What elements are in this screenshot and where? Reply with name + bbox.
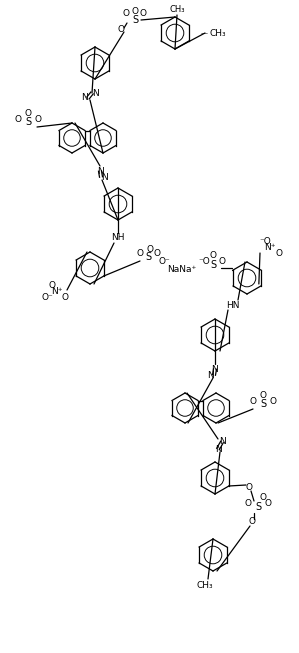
Text: O: O bbox=[260, 494, 266, 503]
Text: O: O bbox=[132, 7, 138, 16]
Text: N⁺: N⁺ bbox=[264, 244, 276, 253]
Text: NH: NH bbox=[111, 234, 125, 242]
Text: O: O bbox=[25, 110, 31, 118]
Text: NaNa⁺: NaNa⁺ bbox=[167, 266, 196, 274]
Text: N: N bbox=[81, 93, 88, 103]
Text: S: S bbox=[132, 15, 138, 25]
Text: O: O bbox=[245, 500, 251, 509]
Text: O⁻: O⁻ bbox=[41, 293, 53, 302]
Text: O: O bbox=[118, 25, 124, 35]
Text: O: O bbox=[248, 517, 256, 526]
Text: O: O bbox=[147, 244, 153, 253]
Text: O: O bbox=[275, 249, 283, 257]
Text: HN: HN bbox=[226, 300, 240, 310]
Text: O: O bbox=[219, 257, 225, 266]
Text: O: O bbox=[48, 281, 56, 289]
Text: N: N bbox=[215, 445, 221, 453]
Text: CH₃: CH₃ bbox=[169, 5, 185, 14]
Text: N: N bbox=[212, 364, 218, 374]
Text: O: O bbox=[269, 396, 277, 406]
Text: O⁻: O⁻ bbox=[158, 257, 170, 266]
Text: —: — bbox=[201, 30, 208, 36]
Text: O: O bbox=[265, 500, 271, 509]
Text: O: O bbox=[140, 10, 147, 18]
Text: ⁻O: ⁻O bbox=[259, 238, 271, 246]
Text: N⁺: N⁺ bbox=[51, 287, 63, 296]
Text: S: S bbox=[255, 502, 261, 512]
Text: O: O bbox=[245, 483, 252, 492]
Text: N: N bbox=[97, 167, 103, 176]
Text: O: O bbox=[34, 114, 42, 123]
Text: N: N bbox=[101, 172, 108, 182]
Text: O: O bbox=[14, 114, 22, 123]
Text: O: O bbox=[210, 251, 216, 261]
Text: S: S bbox=[25, 117, 31, 127]
Text: ⁻O: ⁻O bbox=[198, 257, 210, 266]
Text: S: S bbox=[145, 252, 151, 262]
Text: S: S bbox=[210, 260, 216, 270]
Text: CH₃: CH₃ bbox=[209, 29, 226, 37]
Text: CH₃: CH₃ bbox=[197, 581, 213, 590]
Text: O: O bbox=[249, 396, 257, 406]
Text: O: O bbox=[137, 249, 144, 259]
Text: O: O bbox=[62, 293, 68, 302]
Text: N: N bbox=[219, 438, 225, 447]
Text: O: O bbox=[153, 249, 161, 259]
Text: O: O bbox=[260, 392, 266, 400]
Text: S: S bbox=[260, 399, 266, 409]
Text: O: O bbox=[123, 10, 129, 18]
Text: N: N bbox=[207, 370, 214, 379]
Text: N: N bbox=[92, 89, 99, 97]
